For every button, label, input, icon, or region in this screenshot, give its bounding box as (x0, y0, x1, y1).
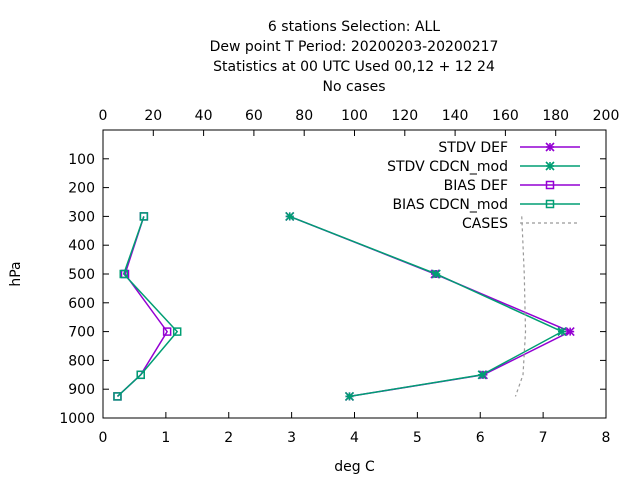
x2-tick-label: 20 (144, 108, 162, 124)
legend-label: BIAS CDCN_mod (392, 197, 508, 213)
x-tick-label: 4 (350, 430, 359, 446)
series-line (289, 215, 564, 398)
x2-tick-label: 180 (542, 108, 569, 124)
x2-tick-label: 40 (195, 108, 213, 124)
x-tick-label: 7 (539, 430, 548, 446)
series-line (116, 216, 179, 397)
y-tick-label: 300 (68, 209, 95, 225)
plot-frame (102, 129, 607, 419)
series-line (289, 215, 572, 398)
y-tick-label: 400 (68, 238, 95, 254)
y-tick-label: 100 (68, 152, 95, 168)
y-tick-label: 700 (68, 325, 95, 341)
series-1 (285, 211, 567, 401)
data-point (162, 327, 172, 336)
legend-label: BIAS DEF (444, 178, 508, 194)
data-point (431, 269, 441, 279)
legend-item: BIAS CDCN_mod (392, 197, 580, 213)
x-axis-label: deg C (334, 459, 375, 475)
chart-title: 6 stations Selection: ALL Dew point T Per… (210, 19, 499, 95)
x-tick-label: 3 (287, 430, 296, 446)
legend: STDV DEF STDV CDCN_mod BIAS DEF BIAS CDCN_m… (387, 140, 580, 232)
data-point (477, 370, 487, 380)
series-line (116, 216, 169, 397)
title-line: 6 stations Selection: ALL (268, 19, 440, 35)
series-0 (285, 211, 575, 401)
data-point (545, 142, 555, 152)
y-tick-label: 600 (68, 296, 95, 312)
data-point (565, 327, 575, 337)
x-tick-label: 6 (476, 430, 485, 446)
x2-tick-label: 100 (341, 108, 368, 124)
y-tick-label: 800 (68, 353, 95, 369)
series-line (514, 216, 527, 397)
title-line: No cases (323, 79, 386, 95)
data-point (119, 269, 128, 279)
legend-item: STDV DEF (438, 140, 580, 156)
x2-tick-label: 0 (99, 108, 108, 124)
x2-tick-label: 200 (593, 108, 620, 124)
y-tick-label: 1000 (59, 411, 95, 427)
x2-tick-label: 160 (492, 108, 519, 124)
data-point (139, 212, 149, 221)
data-point (344, 391, 355, 401)
title-line: Statistics at 00 UTC Used 00,12 + 12 24 (213, 59, 495, 75)
axis-ticks: 0 1 2 3 4 5 6 7 80 20 40 60 80 100 120 140 160 180 2001002… (59, 108, 619, 446)
series (113, 211, 575, 401)
x-tick-label: 5 (413, 430, 422, 446)
data-point (285, 211, 295, 221)
x-tick-label: 1 (161, 430, 170, 446)
data-point (545, 161, 555, 171)
legend-item: STDV CDCN_mod (387, 159, 580, 175)
legend-label: CASES (462, 216, 508, 232)
y-axis-label: hPa (8, 261, 24, 286)
x-tick-label: 2 (224, 430, 233, 446)
y-tick-label: 200 (68, 181, 95, 197)
data-point (545, 199, 555, 209)
data-point (172, 327, 182, 336)
x-tick-label: 0 (99, 430, 108, 446)
title-line: Dew point T Period: 20200203-20200217 (210, 39, 499, 55)
data-point (136, 370, 145, 380)
legend-label: STDV DEF (438, 140, 508, 156)
legend-item: CASES (462, 216, 580, 232)
data-point (557, 327, 567, 337)
x2-tick-label: 80 (295, 108, 313, 124)
data-point (113, 392, 122, 401)
series-3 (113, 212, 182, 401)
x-tick-label: 8 (602, 430, 611, 446)
legend-label: STDV CDCN_mod (387, 159, 508, 175)
series-4 (514, 216, 527, 397)
x2-tick-label: 60 (245, 108, 263, 124)
legend-item: BIAS DEF (444, 178, 580, 194)
x2-tick-label: 120 (391, 108, 418, 124)
x2-tick-label: 140 (442, 108, 469, 124)
data-point (545, 180, 555, 190)
y-tick-label: 900 (68, 382, 95, 398)
y-tick-label: 500 (68, 267, 95, 283)
